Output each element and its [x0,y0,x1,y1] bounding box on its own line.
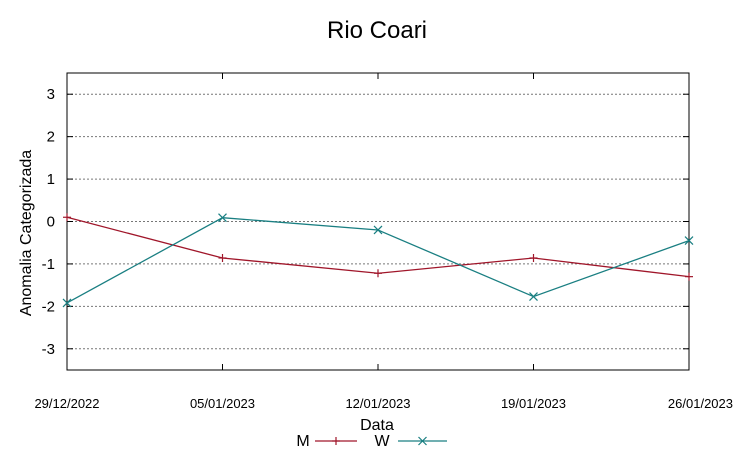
data-point-m [529,253,538,262]
data-point-w [684,236,694,246]
data-point-w [218,213,227,223]
y-tick-label: 0 [47,214,55,231]
x-tick-label: 19/01/2023 [501,396,566,411]
legend-marker-m [332,437,340,445]
marker-stroke [373,225,383,235]
data-point-m [63,213,71,222]
series-line-m [66,216,690,278]
x-tick-label: 05/01/2023 [190,396,255,411]
y-tick-label: -1 [42,256,55,273]
y-tick-label: -2 [42,298,55,315]
data-point-w [373,225,383,235]
marker-stroke [218,213,227,223]
x-tick-label: 29/12/2022 [34,396,99,411]
y-axis-ticks: 3 2 1 0 -1 -2 -3 [42,86,689,358]
x-tick-label: 26/01/2023 [668,396,733,411]
y-tick-label: 3 [47,86,55,103]
marker-stroke [418,436,427,446]
y-tick-label: 1 [47,171,55,188]
data-point-w [62,298,72,308]
x-axis-label: Data [360,417,394,434]
marker-stroke [684,236,694,246]
legend-label-m: M [296,433,309,450]
x-tick-label: 12/01/2023 [345,396,410,411]
series-group [62,213,694,308]
y-tick-label: 2 [47,129,55,146]
x-axis-ticks: 29/12/2022 05/01/2023 12/01/2023 19/01/2023… [34,73,733,411]
grid-lines [67,93,689,350]
y-axis-label: Anomalia Categorizada [18,150,35,316]
legend-marker-w [418,436,427,446]
marker-stroke [529,292,538,302]
marker-stroke [62,298,72,308]
data-point-m [374,269,382,278]
data-point-w [529,292,538,302]
chart-title: Rio Coari [327,17,427,44]
legend-label-w: W [374,433,390,450]
data-point-m [218,253,227,262]
y-tick-label: -3 [42,341,55,358]
data-point-m [685,272,693,281]
